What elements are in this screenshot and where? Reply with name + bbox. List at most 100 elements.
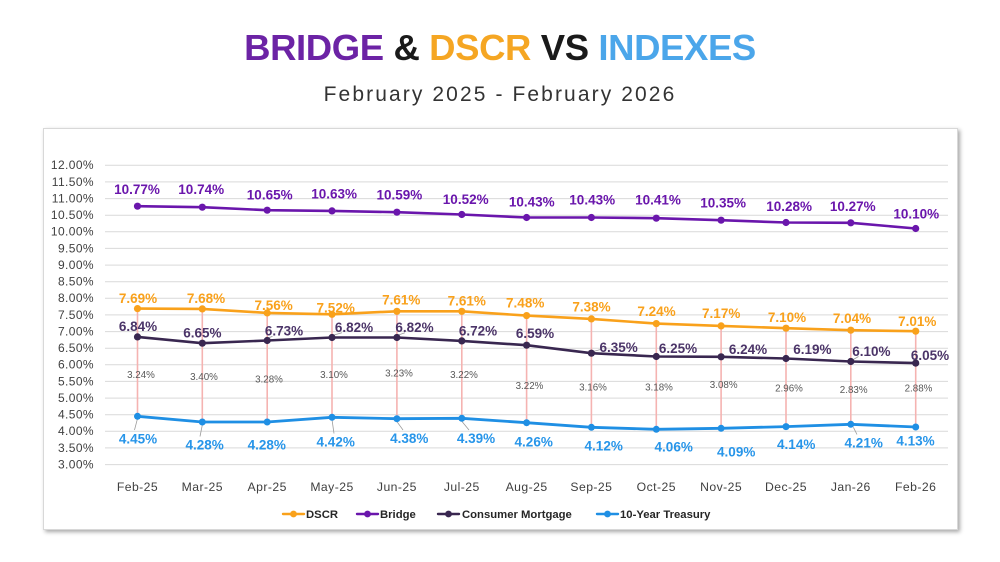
svg-text:10.50%: 10.50% (51, 208, 94, 222)
svg-text:3.22%: 3.22% (516, 381, 544, 392)
svg-text:6.25%: 6.25% (659, 341, 697, 356)
svg-text:7.68%: 7.68% (187, 291, 225, 306)
svg-text:Jun-25: Jun-25 (377, 480, 417, 494)
svg-text:3.10%: 3.10% (320, 370, 348, 381)
svg-text:3.40%: 3.40% (190, 372, 218, 383)
svg-text:11.00%: 11.00% (52, 192, 94, 206)
svg-text:Feb-25: Feb-25 (117, 480, 158, 494)
svg-text:7.00%: 7.00% (58, 324, 94, 338)
svg-text:10-Year Treasury: 10-Year Treasury (620, 509, 711, 521)
svg-text:3.00%: 3.00% (58, 457, 94, 471)
svg-text:10.63%: 10.63% (311, 186, 357, 201)
svg-text:Consumer Mortgage: Consumer Mortgage (462, 509, 572, 521)
svg-text:6.59%: 6.59% (516, 326, 554, 341)
svg-text:7.61%: 7.61% (448, 294, 486, 309)
svg-text:Oct-25: Oct-25 (637, 480, 676, 494)
svg-text:3.22%: 3.22% (450, 370, 478, 381)
svg-text:7.61%: 7.61% (382, 293, 420, 308)
svg-text:3.28%: 3.28% (255, 374, 283, 385)
svg-text:10.43%: 10.43% (509, 195, 555, 210)
svg-text:4.28%: 4.28% (185, 438, 223, 453)
svg-text:4.38%: 4.38% (390, 431, 428, 446)
svg-text:6.00%: 6.00% (58, 358, 94, 372)
svg-text:7.04%: 7.04% (833, 311, 871, 326)
svg-text:Bridge: Bridge (380, 509, 416, 521)
svg-text:6.65%: 6.65% (183, 326, 221, 341)
svg-text:Apr-25: Apr-25 (248, 480, 287, 494)
svg-text:3.23%: 3.23% (385, 368, 413, 379)
svg-text:7.69%: 7.69% (119, 291, 157, 306)
svg-text:Jan-26: Jan-26 (831, 480, 871, 494)
svg-text:7.10%: 7.10% (768, 310, 806, 325)
svg-text:May-25: May-25 (310, 480, 353, 494)
svg-text:4.14%: 4.14% (777, 437, 815, 452)
svg-text:4.42%: 4.42% (317, 435, 355, 450)
svg-text:6.10%: 6.10% (852, 344, 890, 359)
svg-text:9.50%: 9.50% (58, 241, 94, 255)
svg-text:10.10%: 10.10% (893, 206, 939, 221)
svg-text:4.28%: 4.28% (248, 438, 286, 453)
svg-text:7.01%: 7.01% (898, 314, 936, 329)
svg-text:10.41%: 10.41% (635, 193, 681, 208)
svg-text:10.28%: 10.28% (766, 199, 812, 214)
svg-text:6.35%: 6.35% (599, 340, 637, 355)
svg-text:DSCR: DSCR (306, 509, 338, 521)
svg-text:Dec-25: Dec-25 (765, 480, 807, 494)
svg-text:7.50%: 7.50% (58, 308, 94, 322)
svg-text:4.21%: 4.21% (845, 436, 883, 451)
svg-text:4.00%: 4.00% (58, 424, 94, 438)
svg-text:7.38%: 7.38% (572, 300, 610, 315)
svg-text:Aug-25: Aug-25 (506, 480, 548, 494)
svg-text:10.77%: 10.77% (114, 182, 160, 197)
svg-text:Sep-25: Sep-25 (570, 480, 612, 494)
svg-text:4.12%: 4.12% (585, 439, 623, 454)
svg-text:8.00%: 8.00% (58, 291, 94, 305)
svg-text:2.83%: 2.83% (840, 385, 868, 396)
svg-text:6.73%: 6.73% (265, 323, 303, 338)
svg-text:6.50%: 6.50% (58, 341, 94, 355)
svg-text:2.88%: 2.88% (905, 384, 933, 395)
svg-text:8.50%: 8.50% (58, 275, 94, 289)
svg-text:4.45%: 4.45% (119, 432, 157, 447)
svg-text:3.18%: 3.18% (645, 383, 673, 394)
svg-text:7.24%: 7.24% (637, 304, 675, 319)
svg-text:7.17%: 7.17% (702, 306, 740, 321)
svg-text:4.13%: 4.13% (896, 434, 934, 449)
svg-text:4.06%: 4.06% (655, 440, 693, 455)
svg-text:3.24%: 3.24% (127, 370, 155, 381)
svg-text:10.35%: 10.35% (700, 196, 746, 211)
svg-text:10.43%: 10.43% (569, 193, 615, 208)
svg-text:6.82%: 6.82% (335, 320, 373, 335)
svg-text:4.39%: 4.39% (457, 431, 495, 446)
svg-text:10.65%: 10.65% (247, 187, 293, 202)
svg-text:4.50%: 4.50% (58, 408, 94, 422)
svg-text:9.00%: 9.00% (58, 258, 94, 272)
svg-text:5.00%: 5.00% (58, 391, 94, 405)
svg-text:3.50%: 3.50% (58, 441, 94, 455)
svg-text:10.00%: 10.00% (51, 225, 94, 239)
svg-text:10.27%: 10.27% (830, 199, 876, 214)
svg-text:7.56%: 7.56% (254, 298, 292, 313)
svg-text:11.50%: 11.50% (52, 175, 94, 189)
svg-text:10.74%: 10.74% (178, 182, 224, 197)
svg-text:3.16%: 3.16% (579, 383, 607, 394)
svg-text:7.52%: 7.52% (317, 300, 355, 315)
svg-text:3.08%: 3.08% (710, 380, 738, 391)
svg-text:7.48%: 7.48% (506, 296, 544, 311)
svg-text:6.84%: 6.84% (119, 319, 157, 334)
svg-text:10.52%: 10.52% (443, 192, 489, 207)
svg-text:6.82%: 6.82% (395, 320, 433, 335)
svg-text:Nov-25: Nov-25 (700, 480, 742, 494)
svg-text:6.72%: 6.72% (459, 323, 497, 338)
svg-text:Jul-25: Jul-25 (444, 480, 480, 494)
svg-text:4.26%: 4.26% (515, 435, 553, 450)
svg-text:12.00%: 12.00% (51, 158, 94, 172)
svg-text:Feb-26: Feb-26 (895, 480, 936, 494)
svg-text:2.96%: 2.96% (775, 384, 803, 395)
svg-text:6.05%: 6.05% (911, 348, 949, 363)
svg-text:10.59%: 10.59% (377, 187, 423, 202)
svg-text:4.09%: 4.09% (717, 445, 755, 460)
svg-text:6.19%: 6.19% (793, 342, 831, 357)
svg-text:5.50%: 5.50% (58, 374, 94, 388)
svg-text:Mar-25: Mar-25 (182, 480, 223, 494)
